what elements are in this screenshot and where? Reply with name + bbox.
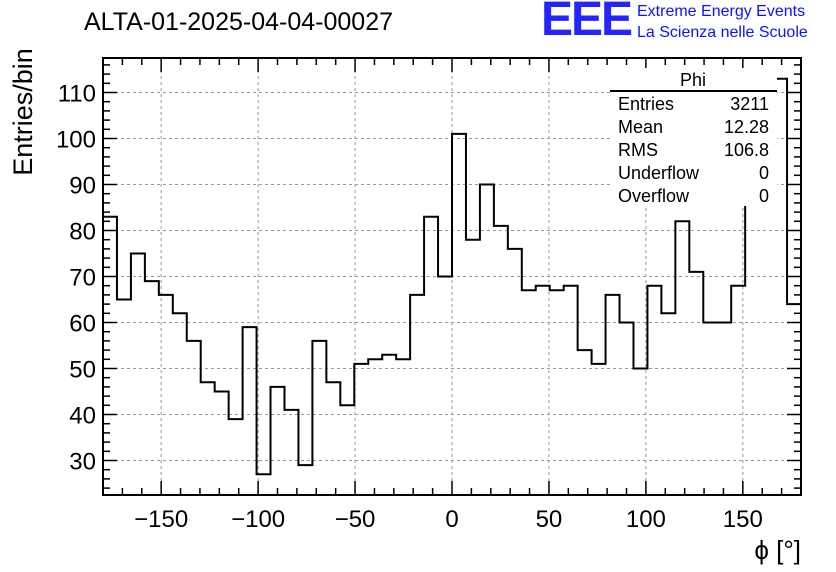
y-axis-title: Entries/bin [8,48,38,176]
brand-line-2: La Scienza nelle Scuole [637,24,808,41]
y-tick-label: 50 [69,357,96,384]
y-tick-label: 70 [69,265,96,292]
y-tick-labels: 30 40 50 60 70 80 90 100 110 [56,81,96,476]
stats-label: Entries [618,94,674,114]
y-tick-label: 30 [69,449,96,476]
stats-box-name: Phi [680,70,706,90]
x-tick-label: 50 [536,506,563,533]
x-tick-label: 150 [723,506,763,533]
x-axis-title: ϕ [°] [754,535,801,565]
eee-logo: EEE [541,0,633,46]
stats-value: 12.28 [724,117,769,137]
stats-value: 106.8 [724,140,769,160]
x-tick-label: 100 [626,506,666,533]
stats-value: 0 [759,163,769,183]
stats-box: Phi Entries 3211 Mean 12.28 RMS 106.8 Underflo… [610,68,777,206]
x-tick-label: −50 [335,506,376,533]
x-tick-label: 0 [445,506,458,533]
y-tick-label: 40 [69,403,96,430]
y-tick-label: 90 [69,173,96,200]
stats-value: 3211 [730,94,769,114]
stats-label: RMS [618,140,658,160]
stats-value: 0 [759,186,769,206]
y-tick-label: 60 [69,311,96,338]
stats-label: Overflow [618,186,690,206]
histogram-step-line [103,77,801,476]
x-tick-labels: −150 −100 −50 0 50 100 150 [134,506,763,533]
plot-title: ALTA-01-2025-04-04-00027 [84,8,393,36]
x-tick-label: −100 [231,506,285,533]
axis-ticks [103,58,801,495]
stats-label: Mean [618,117,663,137]
brand-line-1: Extreme Energy Events [637,3,806,20]
y-tick-label: 110 [58,81,96,108]
x-tick-label: −150 [134,506,188,533]
stats-label: Underflow [618,163,700,183]
y-tick-label: 100 [56,127,96,154]
y-tick-label: 80 [69,219,96,246]
